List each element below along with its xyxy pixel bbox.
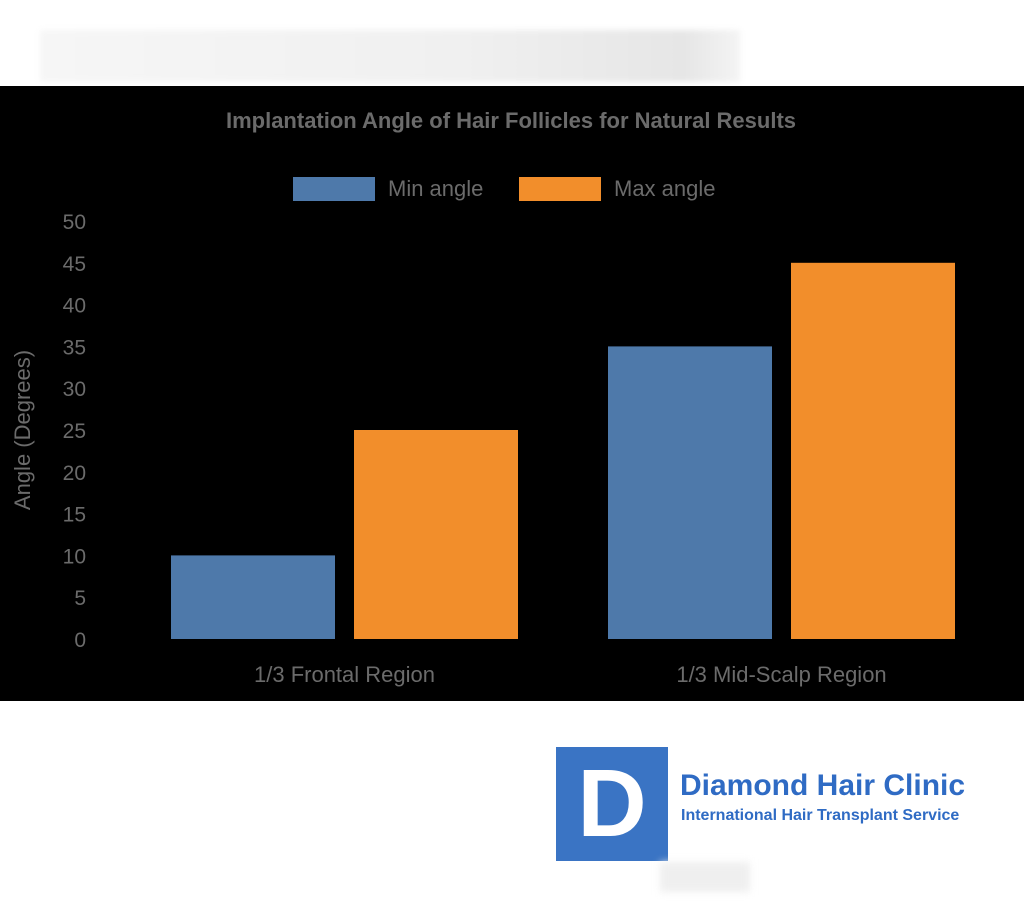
clinic-name: Diamond Hair Clinic [680, 769, 966, 802]
y-tick-label: 0 [74, 629, 86, 652]
clinic-tagline: International Hair Transplant Service [681, 807, 960, 824]
y-axis-ticks: 0 5 10 15 20 25 30 35 40 45 50 [63, 211, 86, 652]
y-tick-label: 5 [74, 587, 86, 610]
legend-label: Min angle [388, 176, 483, 201]
x-axis-labels: 1/3 Frontal Region 1/3 Mid-Scalp Region [254, 662, 887, 687]
y-axis-label: Angle (Degrees) [10, 350, 35, 510]
x-tick-label: 1/3 Mid-Scalp Region [676, 662, 886, 687]
y-tick-label: 10 [63, 545, 86, 568]
y-tick-label: 15 [63, 504, 86, 527]
blurred-footer-strip [660, 862, 750, 892]
chart-title: Implantation Angle of Hair Follicles for… [226, 108, 796, 133]
legend: Min angle Max angle [293, 176, 716, 201]
y-tick-label: 20 [63, 462, 86, 485]
y-tick-label: 35 [63, 336, 86, 359]
legend-swatch [519, 177, 601, 201]
y-tick-label: 50 [63, 211, 86, 234]
bar-max-angle-1 [791, 262, 955, 639]
bar-min-angle-0 [171, 555, 335, 639]
logo-letter: D [577, 750, 647, 857]
y-tick-label: 40 [63, 295, 86, 318]
legend-label: Max angle [614, 176, 716, 201]
bar-min-angle-1 [608, 346, 772, 639]
y-tick-label: 45 [63, 253, 86, 276]
chart-panel: Implantation Angle of Hair Follicles for… [0, 86, 1024, 701]
bar-chart: Implantation Angle of Hair Follicles for… [10, 108, 955, 687]
legend-swatch [293, 177, 375, 201]
y-tick-label: 30 [63, 378, 86, 401]
y-tick-label: 25 [63, 420, 86, 443]
bars [171, 262, 955, 639]
logo-badge [556, 747, 668, 861]
bar-max-angle-0 [354, 430, 518, 639]
blurred-header-strip [40, 30, 740, 82]
x-tick-label: 1/3 Frontal Region [254, 662, 435, 687]
clinic-logo: D Diamond Hair Clinic International Hair… [556, 747, 1024, 861]
